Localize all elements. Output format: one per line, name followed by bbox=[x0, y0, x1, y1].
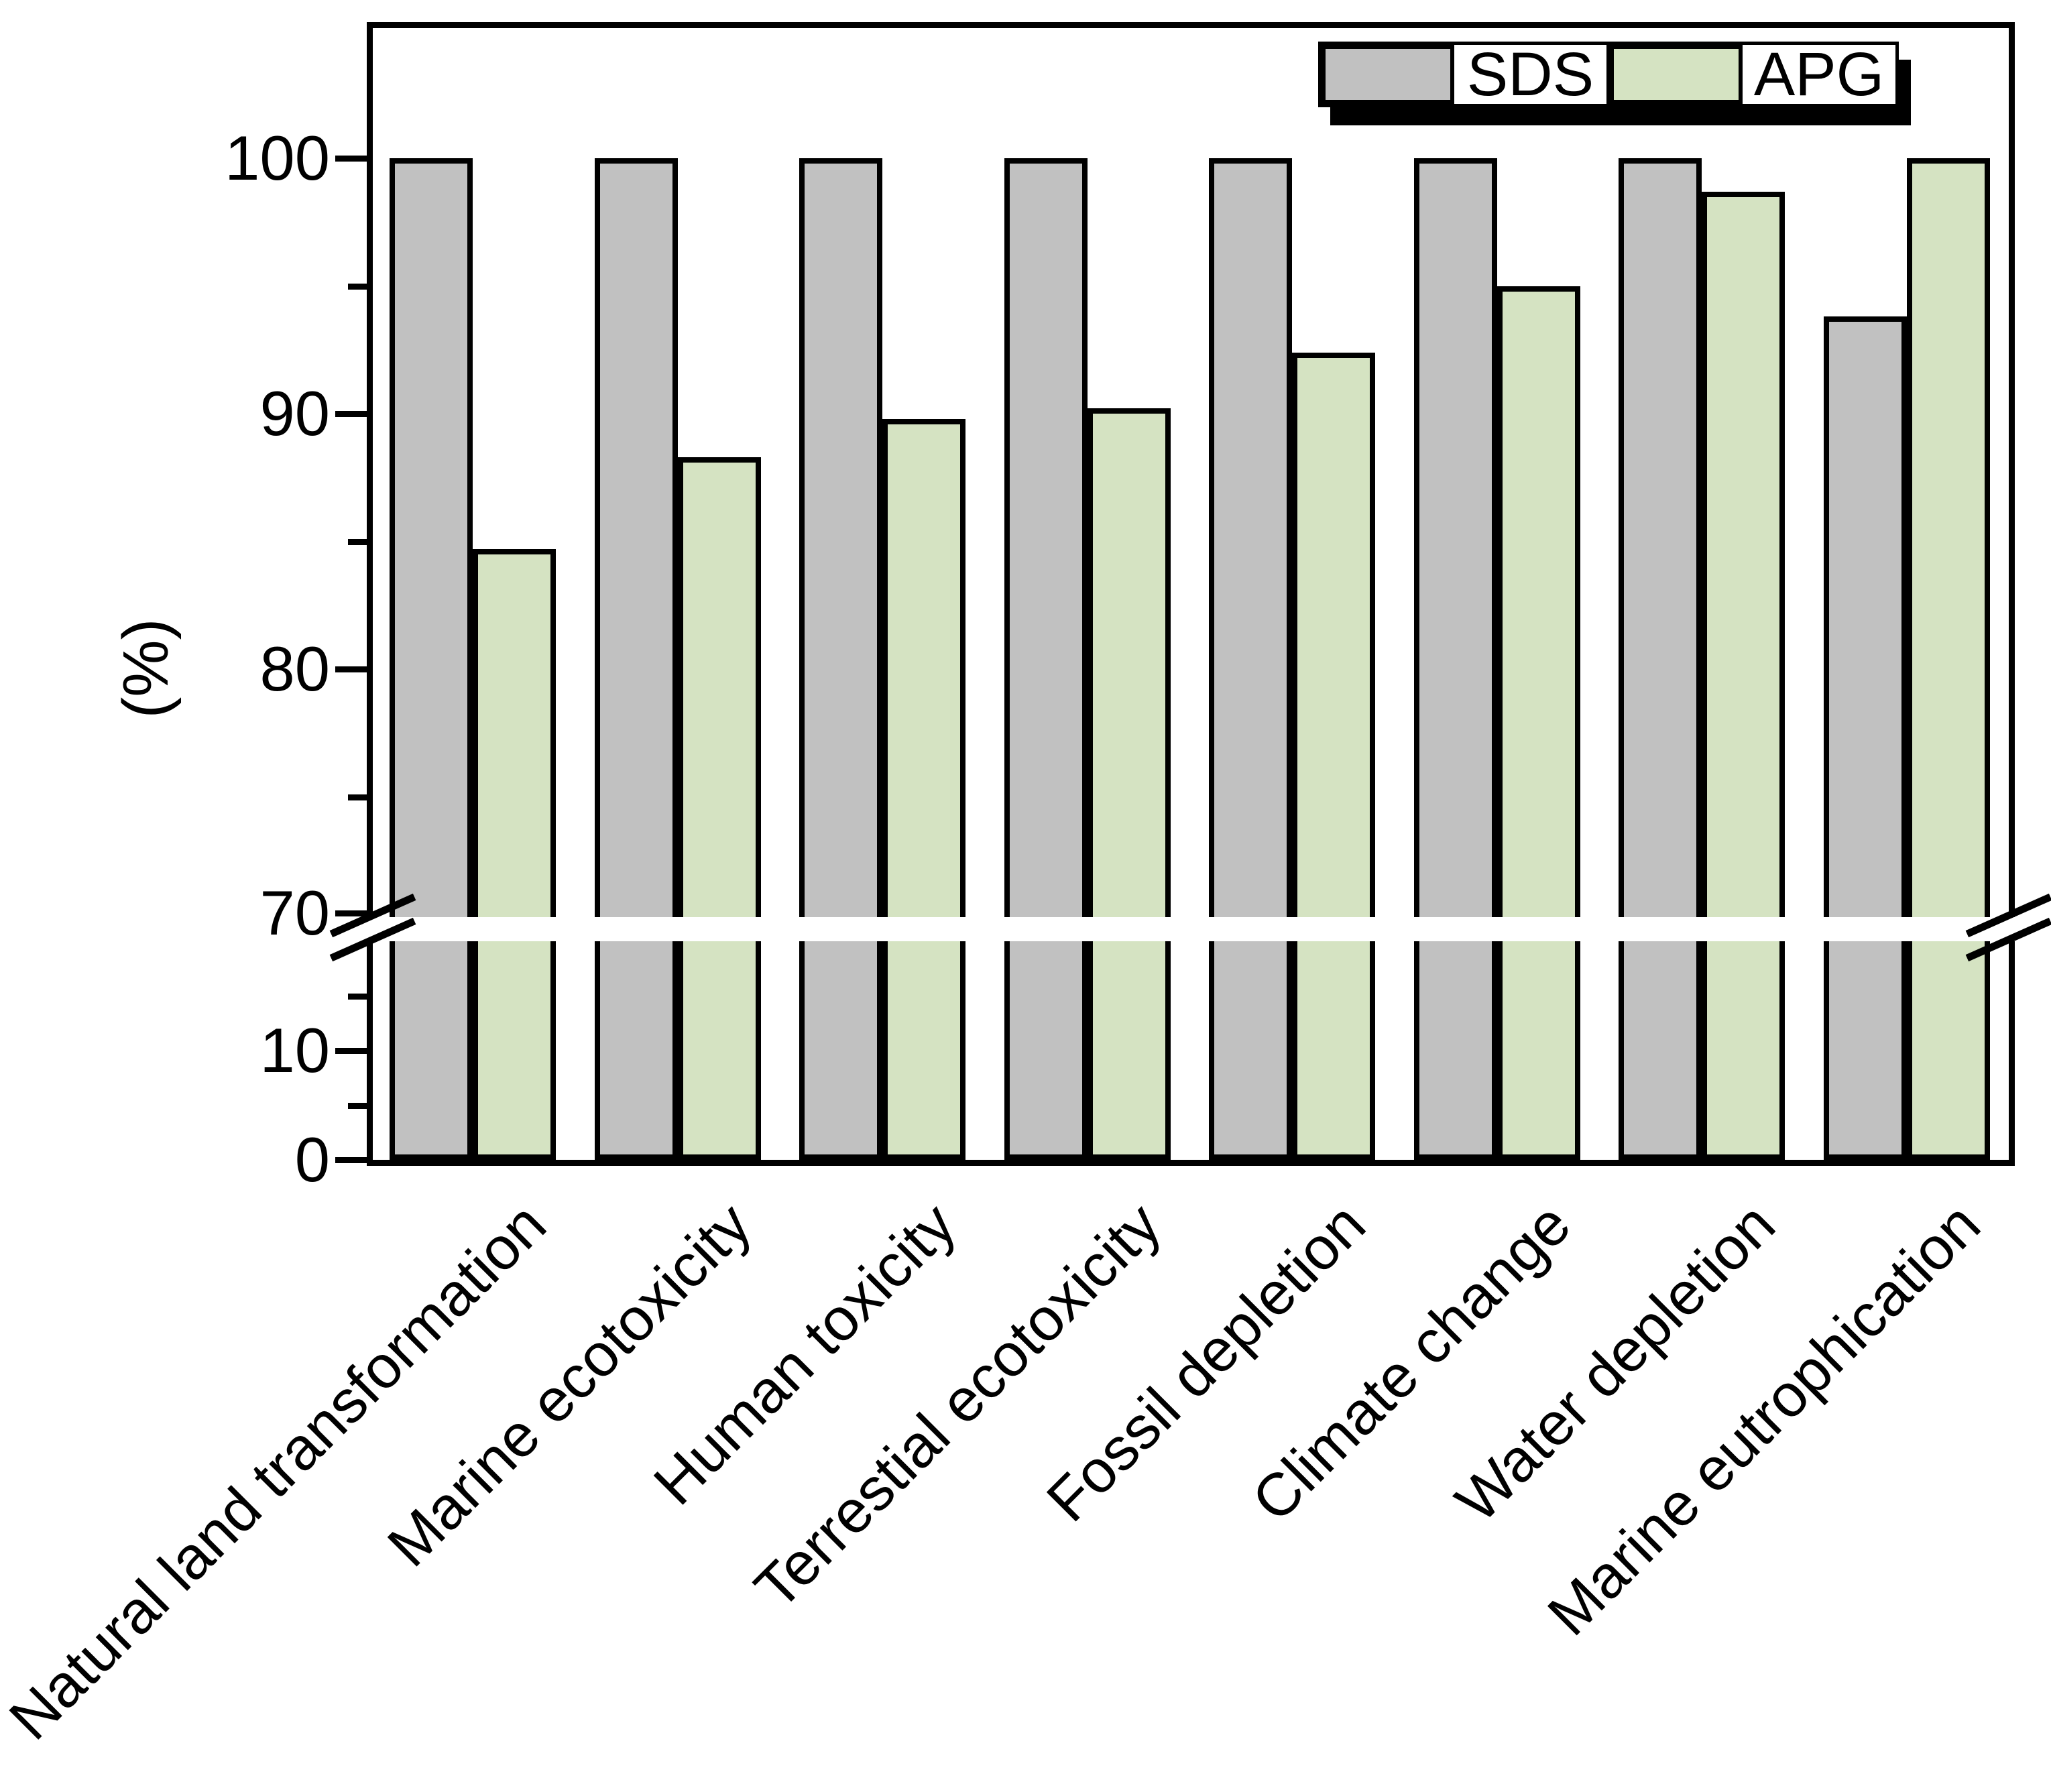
y-tick-label-70: 70 bbox=[259, 878, 330, 948]
y-minor-tick-15 bbox=[348, 993, 367, 1000]
bar-apg-8 bbox=[1906, 158, 1990, 1160]
bar-apg-5 bbox=[1292, 352, 1375, 1160]
y-minor-tick-95 bbox=[348, 283, 367, 290]
bar-sds-7 bbox=[1619, 158, 1702, 1160]
y-tick-label-10: 10 bbox=[259, 1015, 330, 1085]
y-tick-label-80: 80 bbox=[259, 634, 330, 704]
bar-apg-3 bbox=[882, 418, 965, 1160]
legend-swatch-sds bbox=[1322, 45, 1454, 104]
bar-apg-1 bbox=[473, 548, 556, 1160]
plot-frame bbox=[367, 22, 2015, 1166]
legend-label-apg: APG bbox=[1753, 40, 1885, 109]
y-major-tick-80 bbox=[335, 666, 367, 672]
y-major-tick-90 bbox=[335, 411, 367, 417]
y-tick-label-90: 90 bbox=[259, 378, 330, 449]
bar-sds-1 bbox=[390, 158, 473, 1160]
y-tick-label-100: 100 bbox=[225, 123, 330, 193]
y-minor-tick-85 bbox=[348, 538, 367, 545]
bar-sds-5 bbox=[1209, 158, 1292, 1160]
y-minor-tick-75 bbox=[348, 794, 367, 800]
bar-sds-4 bbox=[1004, 158, 1088, 1160]
legend: SDS APG bbox=[1318, 40, 1899, 109]
y-major-tick-100 bbox=[335, 156, 367, 162]
y-major-tick-0 bbox=[335, 1157, 367, 1163]
bar-apg-2 bbox=[677, 457, 761, 1160]
axis-break-band bbox=[346, 917, 2036, 941]
y-tick-label-0: 0 bbox=[294, 1124, 330, 1195]
bar-sds-6 bbox=[1413, 158, 1497, 1160]
plot-area bbox=[329, 28, 2051, 1160]
bar-apg-4 bbox=[1087, 408, 1171, 1160]
y-major-tick-10 bbox=[335, 1048, 367, 1054]
y-minor-tick-5 bbox=[348, 1102, 367, 1109]
legend-swatch-apg bbox=[1610, 45, 1743, 104]
bar-sds-8 bbox=[1823, 316, 1907, 1160]
bar-apg-6 bbox=[1497, 286, 1580, 1160]
y-major-tick-70 bbox=[335, 910, 367, 916]
legend-label-sds: SDS bbox=[1454, 40, 1610, 109]
bar-sds-3 bbox=[799, 158, 882, 1160]
bar-apg-7 bbox=[1702, 191, 1785, 1160]
bar-sds-2 bbox=[594, 158, 678, 1160]
